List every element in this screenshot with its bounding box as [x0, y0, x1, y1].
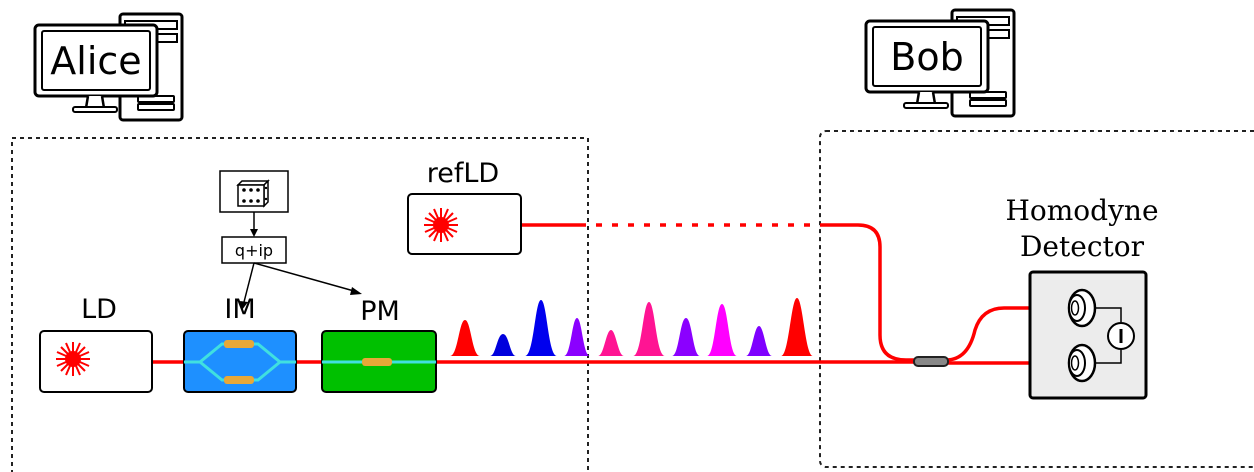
- pulse-7: [672, 318, 700, 356]
- pulse-train: [450, 298, 813, 356]
- pm-label: PM: [360, 296, 400, 327]
- detector-label-line1: Homodyne: [1005, 194, 1158, 227]
- modulation-arrows: [240, 262, 362, 310]
- bob-boundary: [819, 130, 1254, 468]
- pulse-5: [598, 330, 624, 356]
- modulation-value-box: q+ip: [221, 236, 287, 264]
- pulse-9: [746, 326, 772, 356]
- minus-icon: [1107, 322, 1135, 350]
- laser-ld: [39, 330, 153, 393]
- alice-computer-icon: Alice: [33, 12, 184, 122]
- laser-burst-icon: [56, 342, 90, 376]
- alice-label: Alice: [50, 39, 141, 83]
- phase-modulator: [321, 330, 437, 393]
- laser-burst-icon: [424, 208, 458, 242]
- ld-label: LD: [81, 294, 117, 325]
- pulse-3: [525, 300, 557, 356]
- reference-laser: [407, 193, 522, 255]
- refld-label: refLD: [427, 158, 499, 189]
- im-label: IM: [224, 294, 255, 325]
- pulse-8: [707, 304, 737, 356]
- photodiode-icon: [1067, 343, 1097, 383]
- modulation-value-label: q+ip: [235, 241, 273, 260]
- alice-boundary: [11, 137, 589, 472]
- pulse-10: [781, 298, 813, 356]
- homodyne-detector: [1028, 270, 1148, 400]
- bob-computer-icon: Bob: [864, 8, 1016, 118]
- detector-label-line2: Detector: [1020, 230, 1145, 263]
- fiber-coupler: [913, 356, 949, 367]
- photodiode-icon: [1067, 288, 1097, 328]
- dice-icon: [236, 179, 270, 208]
- random-source: [219, 170, 289, 213]
- pulse-1: [450, 320, 480, 356]
- pulse-4: [564, 318, 590, 356]
- bob-label: Bob: [890, 35, 963, 79]
- intensity-modulator: [183, 330, 297, 393]
- pulse-2: [490, 334, 516, 356]
- pulse-6: [633, 302, 665, 356]
